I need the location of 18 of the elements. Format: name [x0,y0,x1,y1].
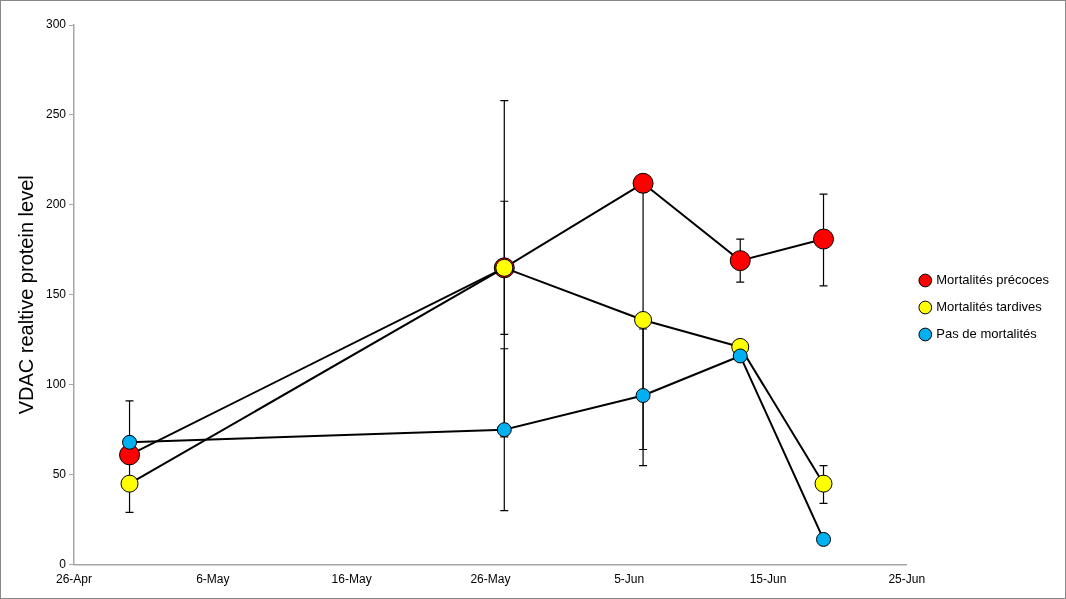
x-tick-label: 15-Jun [749,572,787,587]
legend-label: Mortalités précoces [936,272,1050,288]
y-tick-label: 50 [52,466,67,481]
y-axis-title: VDAC realtive protein level [14,175,37,415]
y-tick-label: 150 [45,287,67,302]
x-tick-label: 6-May [196,572,230,587]
y-tick-label: 300 [45,17,67,32]
legend-label: Pas de mortalités [936,326,1038,342]
y-tick-label: 0 [59,556,67,571]
legend-label: Mortalités tardives [936,299,1043,315]
x-tick-label: 25-Jun [888,572,926,587]
x-tick-label: 26-May [470,572,511,587]
y-tick-label: 100 [45,377,67,392]
x-tick-label: 16-May [331,572,372,587]
y-tick-label: 250 [45,107,67,122]
x-tick-label: 5-Jun [614,572,645,587]
y-tick-label: 200 [45,197,67,212]
x-tick-label: 26-Apr [56,572,93,587]
